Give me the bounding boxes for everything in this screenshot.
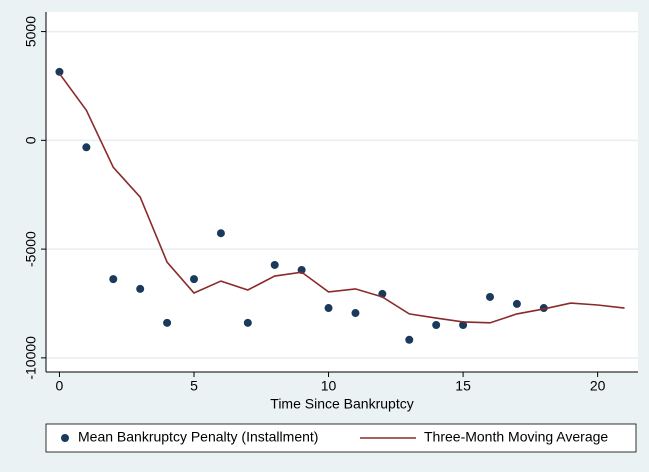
scatter-point [324, 304, 333, 313]
x-tick-label: 5 [190, 378, 198, 394]
trend-line [58, 73, 625, 324]
scatter-point [109, 275, 118, 284]
scatter-point [55, 67, 64, 76]
legend-label: Mean Bankruptcy Penalty (Installment) [78, 429, 318, 445]
scatter-point [243, 318, 252, 327]
scatter-point [432, 321, 441, 330]
legend-marker [61, 434, 69, 442]
scatter-point [270, 260, 279, 269]
scatter-point [82, 143, 91, 152]
legend-label: Three-Month Moving Average [424, 429, 608, 445]
legend [45, 423, 637, 453]
scatter-point [512, 299, 521, 308]
scatter-point [405, 335, 414, 344]
scatter-point [190, 275, 198, 284]
scatter-point [486, 292, 494, 301]
scatter-point [351, 309, 360, 318]
scatter-point [136, 284, 145, 293]
y-tick-label: -5000 [23, 231, 39, 267]
y-tick-label: 5000 [23, 16, 39, 47]
plot-area [46, 12, 638, 372]
x-tick-label: 10 [321, 378, 337, 394]
y-tick-label: -10000 [23, 336, 39, 380]
scatter-point [216, 229, 225, 238]
scatter-point [163, 318, 172, 327]
x-tick-label: 20 [590, 378, 606, 394]
scatter-point [459, 321, 468, 330]
x-tick-label: 15 [455, 378, 471, 394]
x-axis-title: Time Since Bankruptcy [270, 396, 413, 412]
x-tick-label: 0 [56, 378, 64, 394]
y-tick-label: 0 [23, 136, 39, 144]
